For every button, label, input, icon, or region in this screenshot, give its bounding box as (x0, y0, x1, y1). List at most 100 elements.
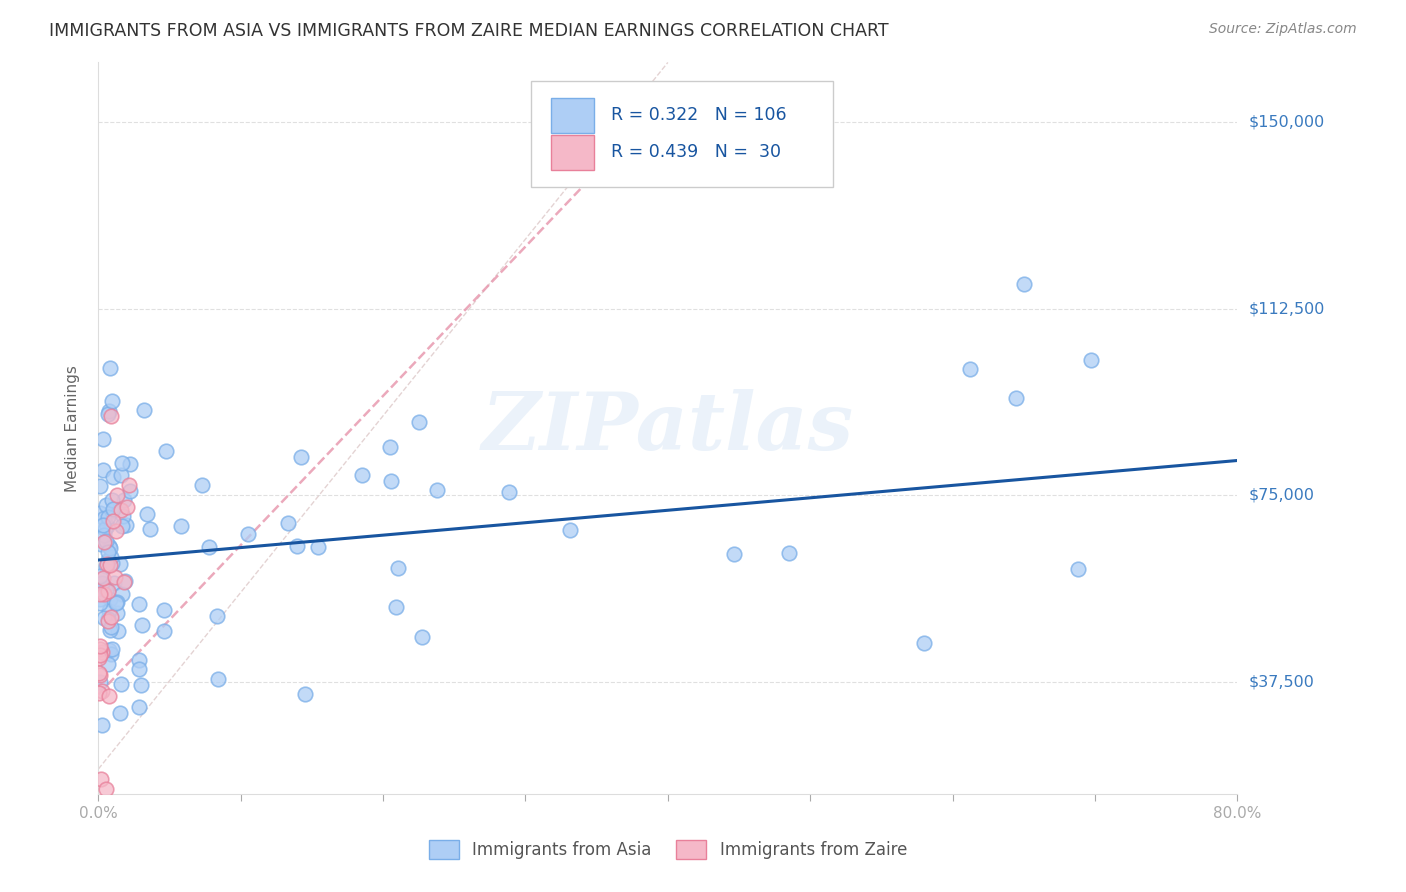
Point (411, 630, 433, 644)
Point (129, 678, 152, 692)
Point (105, 488, 128, 502)
Point (97, 643, 120, 657)
Point (100, 394, 122, 409)
Point (89, 668, 111, 682)
Point (110, 503, 132, 517)
Point (89, 479, 111, 493)
Point (89, 596, 111, 610)
Point (238, 526, 260, 541)
Point (89, 648, 111, 663)
Point (93, 528, 115, 542)
Point (101, 470, 124, 484)
Point (104, 596, 127, 610)
Point (104, 570, 127, 584)
Point (93, 611, 115, 625)
Text: $112,500: $112,500 (1249, 301, 1324, 317)
Point (91, 571, 114, 585)
Point (100, 492, 122, 507)
Point (117, 500, 139, 515)
Point (91, 432, 114, 446)
Point (135, 508, 157, 522)
Point (89, 666, 111, 681)
Point (190, 477, 212, 491)
Point (93, 534, 115, 549)
Point (96, 534, 118, 549)
Point (408, 415, 430, 429)
Point (90, 537, 112, 551)
Text: Source: ZipAtlas.com: Source: ZipAtlas.com (1209, 22, 1357, 37)
Point (285, 539, 308, 553)
Point (277, 516, 299, 530)
Point (97, 604, 120, 618)
Point (107, 624, 129, 638)
Point (959, 361, 981, 376)
Point (93, 587, 115, 601)
Text: $37,500: $37,500 (1249, 674, 1315, 690)
Point (128, 700, 150, 714)
Point (426, 483, 449, 498)
Point (153, 624, 176, 639)
Point (111, 456, 134, 470)
Point (93, 582, 115, 596)
Point (96, 558, 118, 573)
FancyBboxPatch shape (531, 81, 832, 186)
Point (105, 524, 128, 539)
Point (89, 651, 111, 665)
Point (93, 517, 115, 532)
Point (128, 597, 150, 611)
Point (103, 502, 125, 516)
Point (111, 587, 134, 601)
Point (96, 558, 118, 572)
Point (100, 610, 122, 624)
Point (290, 450, 312, 464)
Point (205, 609, 228, 624)
Point (131, 618, 153, 632)
Legend: Immigrants from Asia, Immigrants from Zaire: Immigrants from Asia, Immigrants from Za… (422, 833, 914, 866)
Point (97, 553, 120, 567)
Text: ZIPatlas: ZIPatlas (482, 390, 853, 467)
Point (96, 519, 118, 533)
Point (1014, 277, 1036, 292)
Point (91, 463, 114, 477)
Point (380, 441, 402, 455)
Point (100, 557, 122, 571)
Text: R = 0.322   N = 106: R = 0.322 N = 106 (612, 106, 786, 124)
Point (98, 404, 121, 418)
Point (98, 690, 121, 704)
Point (120, 457, 142, 471)
Point (128, 662, 150, 676)
Point (97, 407, 120, 421)
Point (100, 647, 122, 661)
Point (152, 603, 174, 617)
Point (98, 624, 121, 638)
Point (89, 507, 111, 521)
Point (101, 503, 124, 517)
Point (90, 718, 112, 732)
Point (89, 639, 111, 653)
Point (1067, 562, 1090, 576)
Point (101, 642, 124, 657)
Point (101, 514, 124, 528)
Point (105, 606, 128, 620)
Point (114, 574, 136, 588)
Point (912, 636, 935, 650)
Point (97, 612, 120, 626)
Point (91, 645, 114, 659)
Point (98, 360, 121, 375)
Point (110, 677, 132, 691)
Bar (551, 97, 593, 133)
Point (100, 549, 122, 564)
Point (93, 511, 115, 525)
Point (134, 402, 156, 417)
Point (558, 524, 581, 538)
Point (387, 561, 409, 575)
Point (1005, 391, 1028, 405)
Point (108, 706, 131, 720)
Point (98, 541, 121, 555)
Point (89, 591, 111, 606)
Point (723, 547, 745, 561)
Point (94, 582, 117, 597)
Point (207, 672, 229, 686)
Point (1080, 353, 1102, 368)
Text: $150,000: $150,000 (1249, 115, 1324, 129)
